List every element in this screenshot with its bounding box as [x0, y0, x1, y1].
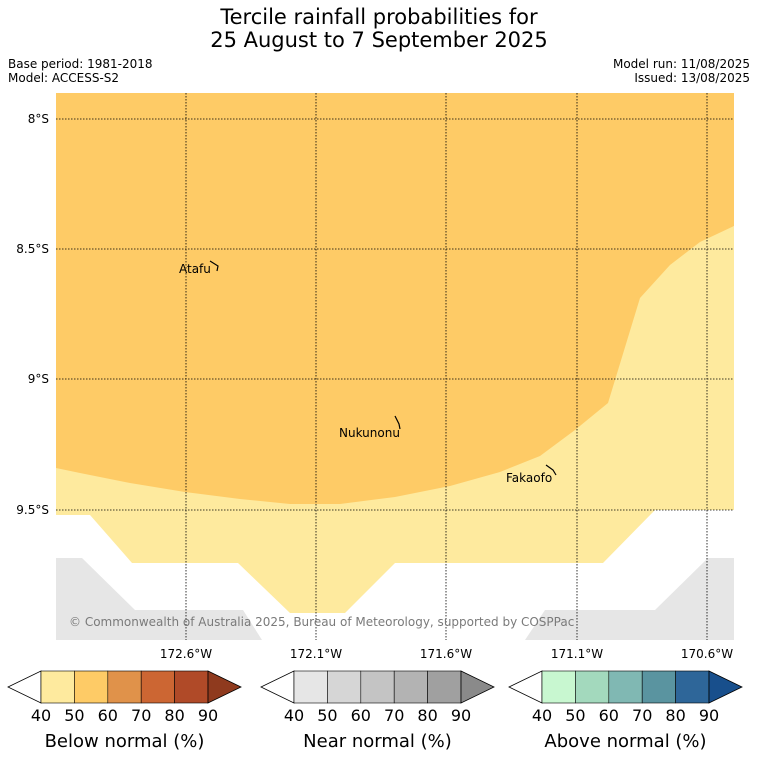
title-line-1: Tercile rainfall probabilities for [220, 5, 538, 29]
lat-label-8-5s: 8.5°S [16, 242, 49, 256]
colorbar-title: Near normal (%) [303, 731, 452, 752]
graticule [56, 93, 734, 640]
colorbar-below-normal: 40 50 60 70 80 90 Below normal (%) [7, 670, 242, 752]
colorbar-tick-label: 80 [164, 706, 184, 725]
colorbar-tick-label: 50 [565, 706, 585, 725]
place-label-nukunonu: Nukunonu [339, 426, 400, 440]
colorbar-segment [140, 670, 175, 704]
islands [209, 260, 557, 476]
colorbar-segment [360, 670, 395, 704]
colorbar-extend-high [207, 670, 242, 704]
colorbar-segment [575, 670, 610, 704]
lon-label-171-6w: 171.6°W [419, 647, 473, 661]
colorbar-tick-label: 80 [665, 706, 685, 725]
colorbar-tick-label: 80 [417, 706, 437, 725]
colorbar-segment [107, 670, 142, 704]
lat-label-8s: 8°S [27, 112, 49, 126]
colorbar-segment [40, 670, 75, 704]
colorbar-segment [427, 670, 462, 704]
colorbar-near-normal: 40 50 60 70 80 90 Near normal (%) [260, 670, 495, 752]
colorbar-segment [74, 670, 109, 704]
model-run: Model run: 11/08/2025 [612, 57, 750, 71]
colorbar-tick-label: 70 [131, 706, 151, 725]
colorbar-segment [675, 670, 710, 704]
colorbar-extend-high [460, 670, 495, 704]
colorbar-segment [608, 670, 643, 704]
colorbar-tick-label: 60 [98, 706, 118, 725]
colorbar-title: Above normal (%) [544, 731, 706, 752]
colorbar-tick-label: 60 [599, 706, 619, 725]
below-normal-50-60-region [56, 93, 734, 504]
atafu-island-shape [209, 260, 219, 272]
model-name: Model: ACCESS-S2 [8, 71, 120, 85]
lon-label-172-6w: 172.6°W [159, 647, 213, 661]
lon-label-172-1w: 172.1°W [289, 647, 343, 661]
meta-left: Base period: 1981-2018 Model: ACCESS-S2 [8, 57, 153, 85]
colorbar-tick-label: 50 [317, 706, 337, 725]
colorbar-segment [541, 670, 576, 704]
lon-label-170-6w: 170.6°W [680, 647, 734, 661]
lon-label-171-1w: 171.1°W [550, 647, 604, 661]
colorbar-title: Below normal (%) [45, 731, 205, 752]
place-label-fakaofo: Fakaofo [506, 471, 552, 485]
colorbar-tick-label: 40 [532, 706, 552, 725]
colorbar-segment [293, 670, 328, 704]
colorbar-tick-label: 70 [632, 706, 652, 725]
no-data-region [56, 558, 262, 640]
colorbar-tick-label: 70 [384, 706, 404, 725]
base-period: Base period: 1981-2018 [8, 57, 153, 71]
colorbar-segment [641, 670, 676, 704]
colorbar-tick-label: 40 [284, 706, 304, 725]
copyright-notice: © Commonwealth of Australia 2025, Bureau… [69, 615, 574, 629]
colorbar-segment [393, 670, 428, 704]
nukunonu-island-shape [394, 415, 401, 430]
colorbar-tick-label: 50 [64, 706, 84, 725]
colorbar-extend-low [508, 670, 543, 704]
colorbar-extend-high [708, 670, 743, 704]
lat-label-9s: 9°S [27, 372, 49, 386]
colorbar-tick-label: 90 [699, 706, 719, 725]
colorbar-extend-low [260, 670, 295, 704]
colorbar-tick-label: 60 [351, 706, 371, 725]
issued-date: Issued: 13/08/2025 [634, 71, 750, 85]
colorbar-tick-label: 40 [31, 706, 51, 725]
colorbar-above-normal: 40 50 60 70 80 90 Above normal (%) [508, 670, 743, 752]
colorbar-segment [174, 670, 209, 704]
meta-right: Model run: 11/08/2025 Issued: 13/08/2025 [613, 57, 750, 85]
colorbar-segment [327, 670, 362, 704]
colorbar-tick-label: 90 [451, 706, 471, 725]
lat-label-9-5s: 9.5°S [16, 503, 49, 517]
fakaofo-island-shape [545, 464, 557, 476]
title-line-2: 25 August to 7 September 2025 [210, 28, 548, 52]
colorbar-tick-label: 90 [198, 706, 218, 725]
colorbar-extend-low [7, 670, 42, 704]
place-label-atafu: Atafu [179, 262, 211, 276]
